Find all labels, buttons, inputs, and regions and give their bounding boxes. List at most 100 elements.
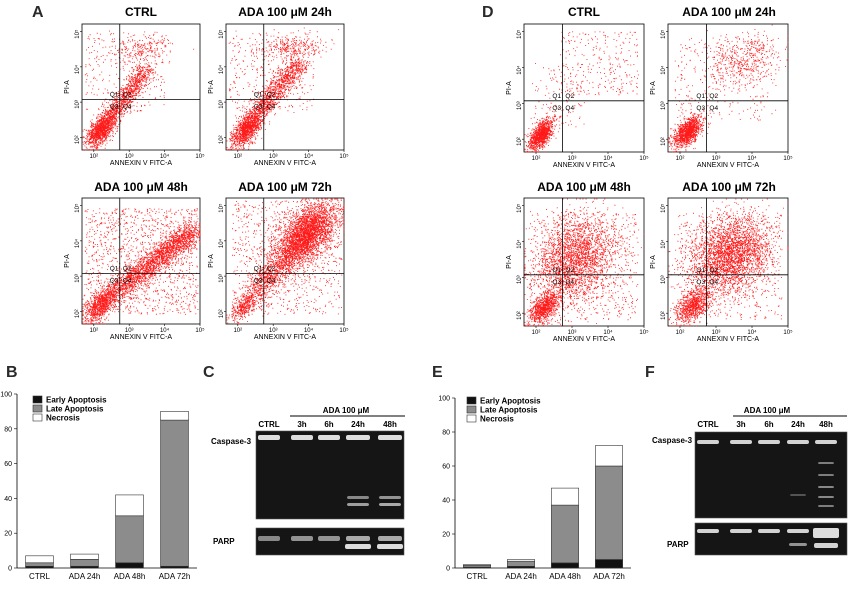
y-tick-label: 10⁵ (218, 203, 225, 213)
legend-label: Late Apoptosis (480, 406, 538, 415)
protein-band (818, 474, 834, 476)
y-tick-label: 10² (75, 135, 81, 144)
y-tick-label: 40 (442, 498, 450, 505)
x-tick-label: 10² (233, 328, 242, 334)
y-tick-label: 10⁴ (660, 239, 667, 249)
legend-label: Early Apoptosis (46, 396, 107, 405)
x-tick-label: 10² (233, 154, 242, 160)
legend-swatch (32, 395, 43, 404)
protein-band (378, 435, 402, 440)
protein-band (379, 496, 401, 499)
x-tick-label: 10² (676, 156, 685, 162)
category-label: ADA 24h (69, 572, 101, 581)
category-label: ADA 48h (549, 572, 581, 581)
y-tick-label: 40 (4, 496, 12, 503)
bar-segment-late-apoptosis (70, 558, 99, 567)
quadrant-label-q4: Q4 (123, 104, 132, 111)
flow-title-a-72h: ADA 100 μM 72h (238, 180, 332, 194)
quadrant-label-q1: Q1 (696, 93, 705, 100)
quadrant-label-q3: Q3 (552, 279, 561, 286)
y-tick-label: 10³ (661, 275, 667, 284)
protein-band (258, 536, 280, 541)
quadrant-label-q2: Q2 (565, 93, 574, 100)
y-tick-label: 10² (219, 309, 225, 318)
quadrant-label-q2: Q2 (267, 266, 276, 273)
x-tick-label: 10³ (568, 156, 577, 162)
bar-segment-late-apoptosis (160, 419, 189, 567)
protein-band (379, 503, 401, 506)
x-tick-label: 10⁴ (304, 153, 314, 160)
y-tick-label: 10⁴ (218, 238, 225, 248)
flow-plot-a-24h: Q1 Q2 Q3 Q4 10² 10² 10³ 10³ 10⁴ 10⁴ 10⁵ 10⁵ ANNEXIN … (208, 23, 349, 167)
protein-band (813, 528, 839, 538)
quadrant-label-q4: Q4 (709, 279, 718, 286)
bar-segment-necrosis (507, 559, 535, 562)
protein-band (346, 536, 370, 541)
protein-band (258, 435, 280, 440)
bar-chart-b: 0 20 40 60 80 100 CTRL ADA 24h ADA 48h ADA 72h Ear… (0, 392, 197, 581)
x-tick-label: 10⁵ (339, 327, 349, 334)
y-tick-label: 10⁵ (516, 203, 523, 213)
panel-letter-a: A (32, 4, 44, 21)
flow-plot-d-ctrl: Q1 Q2 Q3 Q4 10² 10² 10³ 10³ 10⁴ 10⁴ 10⁵ 10⁵ ANNEXIN … (506, 23, 649, 169)
y-axis-label: PI-A (506, 255, 513, 269)
y-tick-label: 10⁵ (74, 29, 81, 39)
quadrant-label-q4: Q4 (565, 105, 574, 112)
legend-label: Necrosis (46, 414, 80, 423)
y-tick-label: 10⁴ (74, 238, 81, 248)
quadrant-label-q1: Q1 (254, 92, 263, 99)
protein-band (815, 440, 837, 444)
event-dots (524, 31, 639, 153)
y-tick-label: 10³ (219, 100, 225, 109)
x-tick-label: 10⁴ (747, 329, 757, 336)
x-axis-label: ANNEXIN V FITC-A (254, 334, 317, 341)
flow-plot-d-24h: Q1 Q2 Q3 Q4 10² 10² 10³ 10³ 10⁴ 10⁴ 10⁵ 10⁵ ANNEXIN … (650, 23, 793, 169)
x-axis-label: ANNEXIN V FITC-A (697, 336, 760, 343)
lane-label: CTRL (697, 420, 718, 429)
quadrant-label-q4: Q4 (709, 105, 718, 112)
y-axis-label: PI-A (208, 254, 215, 268)
bar-segment-late-apoptosis (507, 560, 535, 567)
y-axis-label: PI-A (208, 80, 215, 94)
x-axis-label: ANNEXIN V FITC-A (553, 162, 616, 169)
x-tick-label: 10⁴ (603, 329, 613, 336)
lane-label: 48h (819, 420, 833, 429)
x-axis-label: ANNEXIN V FITC-A (110, 334, 173, 341)
x-tick-label: 10⁴ (304, 327, 314, 334)
legend-label: Early Apoptosis (480, 397, 541, 406)
x-tick-label: 10⁵ (639, 155, 649, 162)
y-tick-label: 10⁴ (516, 65, 523, 75)
bar-segment-early-apoptosis (595, 559, 623, 569)
quadrant-label-q4: Q4 (565, 279, 574, 286)
y-tick-label: 10³ (75, 100, 81, 109)
y-tick-label: 60 (442, 464, 450, 471)
row-label-parp: PARP (213, 537, 235, 546)
protein-band (787, 529, 809, 533)
protein-band (291, 435, 313, 440)
treatment-label: ADA 100 μM (323, 406, 370, 415)
event-dots (668, 24, 789, 153)
protein-band (697, 529, 719, 533)
protein-band (378, 536, 402, 541)
x-tick-label: 10⁴ (160, 153, 170, 160)
y-tick-label: 60 (4, 461, 12, 468)
quadrant-label-q2: Q2 (709, 267, 718, 274)
y-axis-label: PI-A (650, 81, 657, 95)
protein-band (347, 496, 369, 499)
y-tick-label: 10² (75, 309, 81, 318)
y-tick-label: 80 (442, 430, 450, 437)
y-tick-label: 10² (661, 137, 667, 146)
y-tick-label: 80 (4, 426, 12, 433)
quadrant-label-q2: Q2 (123, 266, 132, 273)
y-tick-label: 10⁵ (660, 29, 667, 39)
bar-segment-necrosis (115, 494, 144, 517)
quadrant-label-q3: Q3 (552, 105, 561, 112)
x-tick-label: 10³ (125, 328, 134, 334)
x-tick-label: 10³ (712, 156, 721, 162)
protein-band (730, 440, 752, 444)
flow-title-a-24h: ADA 100 μM 24h (238, 5, 332, 19)
protein-band (814, 543, 838, 548)
quadrant-label-q4: Q4 (267, 278, 276, 285)
quadrant-label-q1: Q1 (110, 92, 119, 99)
x-tick-label: 10⁵ (783, 155, 793, 162)
